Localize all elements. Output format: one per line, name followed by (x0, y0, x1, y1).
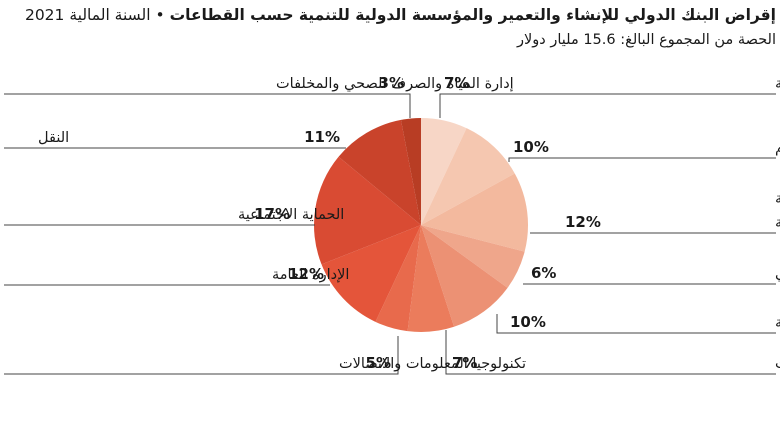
leader-line (496, 314, 776, 334)
slice-value-label: 5% (366, 354, 391, 372)
slice-annotation-9: 17%الحماية الاجتماعية (4, 205, 344, 226)
slice-category-label: النقل (38, 130, 69, 146)
chart-title-main: إقراض البنك الدولي للإنشاء والتعمير والم… (169, 6, 776, 24)
slice-annotation-8: 12%الإدارة العامة (4, 265, 349, 286)
slice-annotation-4: 6% القطاع المالي (523, 264, 780, 285)
pie-slice-9 (313, 156, 421, 265)
slice-value-label: 3% (379, 74, 404, 92)
slice-value-label: 11% (304, 128, 340, 146)
slice-annotation-3: 12% الطاقة والصناعات الاستخراجية (530, 191, 780, 234)
slice-value-label: 7% (444, 74, 469, 92)
pie-slice-6 (407, 225, 455, 333)
slice-category-label: والصناعات الاستخراجية (775, 215, 780, 231)
slice-category-label: الصناعة والتجارة والخدمات (775, 356, 780, 372)
slice-category-label: الطاقة (775, 191, 780, 207)
slice-annotation-2: 10% التعليم (508, 138, 780, 162)
slice-category-label: الزراعة والصيد والحراجة (775, 76, 780, 92)
slice-value-label: 7% (452, 354, 477, 372)
slice-category-label: الحماية الاجتماعية (238, 207, 344, 223)
pie-slice-5 (421, 225, 508, 327)
pie-slice-11 (400, 118, 421, 225)
pie-slice-8 (321, 225, 421, 322)
chart-subtitle: الحصة من المجموع البالغ: 15.6 مليار دولا… (517, 32, 776, 48)
pie-slice-1 (421, 118, 467, 225)
slice-annotation-11: 3%إدارة المياه والصرف الصحي والمخلفات (4, 74, 514, 118)
pie-slice-4 (421, 225, 525, 288)
slice-category-label: إدارة المياه والصرف الصحي والمخلفات (276, 76, 514, 92)
leader-line (445, 330, 776, 375)
slice-annotation-6: 7% الصناعة والتجارة والخدمات (445, 330, 780, 375)
slice-value-label: 6% (531, 264, 556, 282)
pie-slice-2 (421, 128, 515, 225)
leader-line (4, 336, 399, 375)
slice-value-label: 17% (254, 205, 290, 223)
slice-value-label: 10% (510, 313, 546, 331)
slice-value-label: 12% (288, 265, 324, 283)
slice-category-label: تكنولوجيا المعلومات والاتصالات (339, 356, 526, 372)
slice-annotation-1: 7% الزراعة والصيد والحراجة (439, 74, 780, 118)
leader-line (439, 93, 776, 118)
chart-title: إقراض البنك الدولي للإنشاء والتعمير والم… (4, 4, 776, 26)
slice-category-label: الصحة (775, 315, 780, 331)
leader-line (508, 157, 776, 162)
slice-category-label: القطاع المالي (775, 266, 780, 282)
title-separator: • (155, 6, 165, 24)
pie-slice-10 (338, 119, 421, 225)
slice-category-label: التعليم (775, 140, 780, 156)
slice-annotation-5: 10% الصحة (496, 313, 780, 334)
leader-line (4, 93, 411, 118)
slice-category-label: الإدارة العامة (272, 267, 349, 283)
slice-value-label: 12% (565, 213, 601, 231)
slice-value-label: 10% (513, 138, 549, 156)
slice-annotation-10: 11% النقل (4, 128, 346, 149)
chart-title-year: السنة المالية 2021 (24, 6, 151, 24)
pie-slice-3 (421, 173, 528, 252)
pie-slices (313, 118, 528, 333)
pie-annotations: 7%الزراعة والصيد والحراجة10%التعليم12%ال… (4, 74, 780, 375)
pie-slice-7 (375, 225, 421, 332)
slice-annotation-7: 5%تكنولوجيا المعلومات والاتصالات (4, 336, 526, 375)
